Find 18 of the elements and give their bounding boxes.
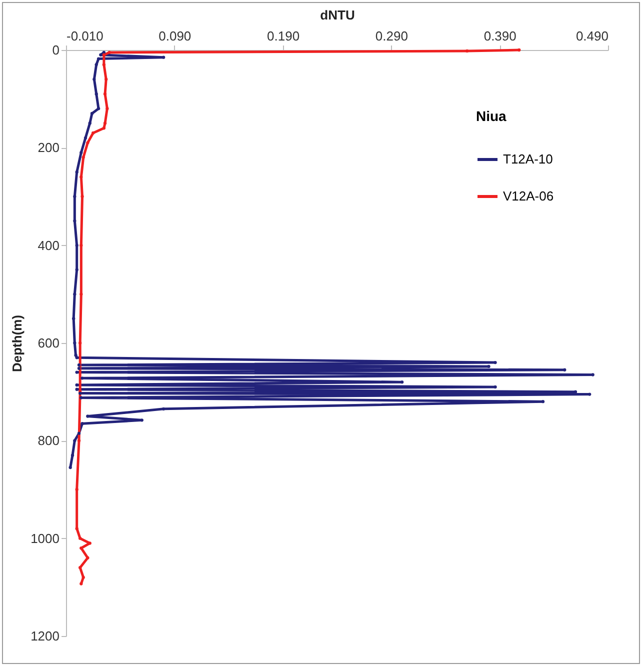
x-tick-label: 0.290: [375, 28, 408, 44]
y-tick-label: 800: [38, 433, 60, 448]
legend-label: T12A-10: [503, 152, 553, 166]
x-tick-label: 0.390: [484, 28, 516, 44]
x-tick-label: 0.490: [576, 28, 608, 44]
x-tick-label: 0.090: [158, 28, 192, 44]
x-tick-label: 0.190: [267, 28, 300, 44]
y-tick-label: 600: [38, 336, 60, 350]
y-tick-label: 1000: [30, 530, 60, 546]
y-axis-title: Depth(m): [10, 314, 25, 372]
y-tick-label: 200: [38, 140, 60, 156]
legend-title: Niua: [476, 108, 507, 124]
legend-label: V12A-06: [503, 188, 554, 204]
y-tick-label: 0: [52, 42, 60, 58]
y-tick-label: 400: [38, 238, 60, 253]
x-tick-label: -0.010: [66, 28, 104, 44]
y-tick-label: 1200: [30, 628, 60, 644]
x-axis-title: dNTU: [320, 8, 355, 22]
